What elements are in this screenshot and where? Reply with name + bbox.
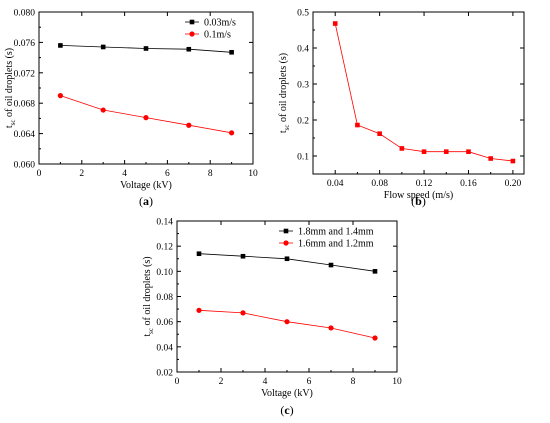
- y-tick-label: 0.12: [156, 243, 173, 253]
- data-point: [58, 43, 63, 48]
- y-axis-label: tsc of oil droplets (s): [278, 53, 291, 133]
- x-axis-label: Voltage (kV): [120, 180, 172, 191]
- data-point: [240, 310, 246, 316]
- data-point: [143, 46, 149, 51]
- data-point: [328, 325, 334, 331]
- series-2: [196, 307, 378, 341]
- legend-marker: [283, 228, 289, 234]
- data-point: [186, 46, 192, 52]
- x-tick-label: 0.20: [505, 179, 522, 189]
- data-point: [284, 319, 290, 325]
- y-tick-label: 0.5: [297, 9, 309, 19]
- y-tick-label: 0.1: [297, 153, 309, 163]
- data-point: [240, 253, 246, 259]
- data-point: [100, 107, 106, 113]
- data-point: [143, 115, 149, 121]
- y-axis-label: tsc of oil droplets (s): [142, 256, 155, 336]
- y-tick-label: 0.072: [14, 69, 36, 79]
- x-tick-label: 10: [392, 377, 402, 387]
- y-axis-label: tsc of oil droplets (s): [4, 48, 17, 128]
- y-tick-label: 0.14: [156, 218, 173, 228]
- legend-entry: 0.03m/s: [204, 18, 236, 29]
- y-tick-label: 0.064: [14, 130, 36, 140]
- y-tick-label: 0.3: [297, 81, 309, 91]
- x-tick-label: 0.04: [327, 179, 344, 189]
- y-tick-label: 0.076: [14, 39, 36, 49]
- chart-panel-a: 0 2 4 6 8 10 0.060 0.064 0.068 0.072 0.076 0.080 Vol…: [4, 9, 258, 209]
- y-tick-label: 0.4: [297, 45, 309, 55]
- x-tick-label: 0: [37, 169, 42, 179]
- data-point: [399, 146, 405, 151]
- chart-panel-c: 0 2 4 6 8 10 0.02 0.04 0.06 0.08 0.10 0.12 0.14 Volta…: [142, 218, 402, 418]
- data-point: [284, 256, 290, 262]
- x-tick-label: 0.08: [371, 179, 388, 189]
- y-tick-label: 0.068: [14, 100, 36, 110]
- x-tick-label: 8: [351, 377, 356, 387]
- data-point: [421, 149, 427, 154]
- x-tick-label: 0: [175, 377, 180, 387]
- data-point: [196, 307, 202, 313]
- data-point: [196, 251, 202, 257]
- x-tick-label: 6: [165, 169, 170, 179]
- legend-marker: [189, 19, 195, 25]
- series-line: [334, 23, 513, 162]
- x-tick-label: 2: [79, 169, 84, 179]
- data-point: [100, 44, 106, 50]
- data-point: [186, 122, 192, 128]
- data-point: [355, 122, 360, 128]
- chart-panel-b: 0.04 0.08 0.12 0.16 0.20 0.1 0.2 0.3 0.4 0.5 Flow …: [278, 9, 525, 208]
- x-axis-label: Flow speed (m/s): [384, 190, 453, 201]
- y-tick-label: 0.08: [156, 293, 173, 303]
- x-tick-label: 2: [219, 377, 224, 387]
- data-point: [332, 21, 338, 26]
- x-axis-label: Voltage (kV): [261, 388, 313, 399]
- y-tick-label: 0.04: [156, 343, 173, 353]
- plot-frame: [312, 11, 525, 175]
- series-2: [57, 93, 235, 136]
- data-point: [328, 262, 334, 268]
- x-tick-label: 0.12: [416, 179, 433, 189]
- legend-entry: 0.1m/s: [204, 30, 231, 41]
- y-tick-label: 0.060: [14, 161, 36, 171]
- series-1: [332, 21, 516, 164]
- data-point: [229, 130, 235, 136]
- x-tick-label: 4: [122, 169, 127, 179]
- data-point: [372, 269, 378, 274]
- legend-entry: 1.8mm and 1.4mm: [298, 227, 374, 238]
- data-point: [488, 156, 493, 161]
- y-tick-label: 0.080: [14, 9, 36, 19]
- y-tick-label: 0.10: [156, 268, 173, 278]
- data-point: [377, 131, 382, 136]
- series-line: [198, 253, 376, 272]
- series-line: [60, 95, 232, 134]
- series-1: [58, 43, 234, 55]
- x-tick-label: 0.16: [460, 179, 477, 189]
- data-point: [229, 49, 234, 55]
- x-tick-label: 8: [208, 169, 213, 179]
- data-point: [510, 158, 516, 164]
- legend: 0.03m/s0.1m/s: [185, 18, 236, 41]
- series-1: [196, 251, 378, 274]
- y-tick-label: 0.06: [156, 318, 173, 328]
- panel-label: (c): [280, 403, 293, 417]
- data-point: [443, 149, 449, 154]
- y-tick-label: 0.02: [156, 369, 173, 379]
- y-tick-label: 0.2: [297, 117, 309, 127]
- data-point: [466, 149, 471, 154]
- x-tick-label: 4: [263, 377, 268, 387]
- data-point: [372, 335, 378, 341]
- legend-marker: [189, 31, 195, 37]
- x-tick-label: 10: [248, 169, 258, 179]
- legend-marker: [283, 240, 289, 246]
- legend-entry: 1.6mm and 1.2mm: [298, 239, 374, 250]
- data-point: [57, 93, 64, 99]
- x-tick-label: 6: [307, 377, 312, 387]
- panel-label: (b): [411, 194, 426, 208]
- panel-label: (a): [139, 194, 153, 208]
